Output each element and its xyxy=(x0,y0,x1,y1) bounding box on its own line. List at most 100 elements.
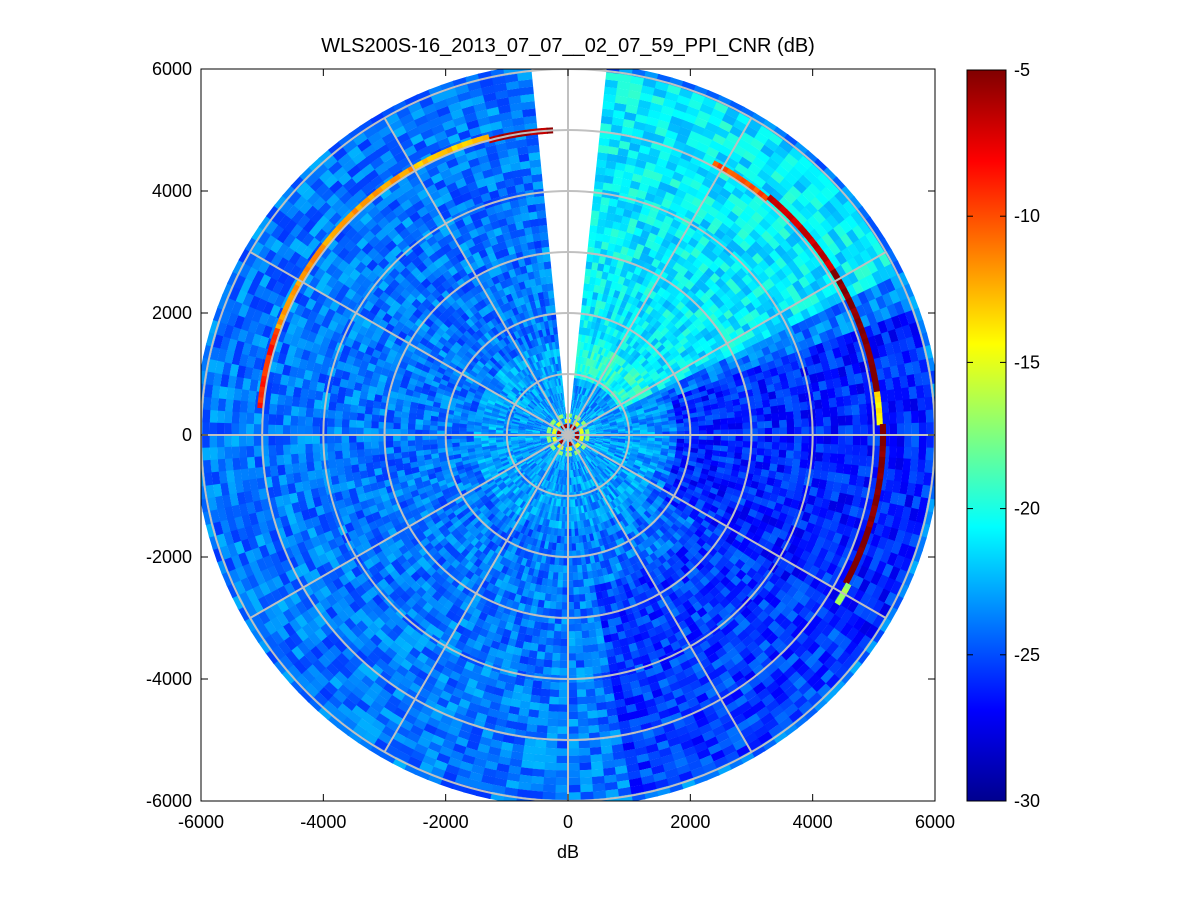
cnr-cell xyxy=(859,235,874,252)
cnr-cell xyxy=(627,149,641,160)
cnr-cell xyxy=(597,144,611,154)
cnr-cell xyxy=(622,317,631,327)
cnr-cell xyxy=(582,404,589,412)
cnr-cell xyxy=(574,392,578,401)
cnr-cell xyxy=(761,399,771,409)
cnr-cell xyxy=(611,532,619,542)
cnr-cell xyxy=(814,322,827,336)
cnr-cell xyxy=(621,370,629,379)
cnr-cell xyxy=(654,425,663,430)
cnr-cell xyxy=(583,474,589,482)
cnr-cell xyxy=(596,409,604,416)
cnr-cell xyxy=(716,94,734,108)
cnr-cell xyxy=(644,296,654,307)
cnr-cell xyxy=(622,118,637,129)
cnr-cell xyxy=(618,140,632,151)
cnr-cell xyxy=(652,558,663,569)
cnr-cell xyxy=(819,470,829,482)
cnr-cell xyxy=(684,503,695,513)
cnr-cell xyxy=(836,453,846,466)
cnr-cell xyxy=(595,430,604,433)
cnr-cell xyxy=(651,387,660,395)
cnr-cell xyxy=(822,340,833,354)
cnr-cell xyxy=(614,452,623,457)
cnr-cell xyxy=(573,407,576,416)
cnr-cell xyxy=(669,435,677,440)
cnr-cell xyxy=(884,377,895,393)
cnr-cell xyxy=(615,88,631,98)
cnr-cell xyxy=(586,422,594,427)
cnr-cell xyxy=(590,269,598,278)
cnr-cell xyxy=(725,457,735,465)
cnr-cell xyxy=(596,454,604,461)
cnr-cell xyxy=(720,744,737,758)
cnr-cell xyxy=(640,558,650,568)
cnr-cell xyxy=(555,726,568,735)
cnr-cell xyxy=(688,703,703,716)
cnr-cell xyxy=(602,528,609,538)
cnr-cell xyxy=(683,492,693,501)
cnr-cell xyxy=(598,490,605,499)
cnr-cell xyxy=(824,480,835,493)
cnr-cell xyxy=(606,212,617,222)
cnr-cell xyxy=(640,540,650,550)
cnr-cell xyxy=(801,435,810,445)
cnr-cell xyxy=(697,754,714,768)
cnr-cell xyxy=(767,470,777,480)
cnr-cell xyxy=(901,350,912,366)
cnr-cell xyxy=(880,401,890,415)
cnr-cell xyxy=(896,423,905,437)
cnr-cell xyxy=(792,368,803,380)
cnr-cell xyxy=(592,501,598,510)
cnr-cell xyxy=(602,442,611,446)
cnr-cell xyxy=(771,412,780,422)
cnr-cell xyxy=(596,387,603,395)
cnr-cell xyxy=(712,413,721,421)
cnr-cell xyxy=(629,412,638,418)
cnr-cell xyxy=(895,286,908,303)
cnr-cell xyxy=(815,488,826,500)
cnr-cell xyxy=(625,463,633,470)
cnr-cell xyxy=(779,419,788,429)
cnr-cell xyxy=(609,343,617,353)
cnr-cell xyxy=(591,415,599,421)
cnr-cell xyxy=(823,425,832,437)
cnr-cell xyxy=(608,510,616,519)
cnr-cell xyxy=(817,479,828,491)
cnr-cell xyxy=(621,360,630,369)
cnr-cell xyxy=(871,270,885,287)
cnr-cell xyxy=(599,498,606,507)
cnr-cell xyxy=(588,400,595,408)
cnr-cell xyxy=(818,331,830,345)
cnr-cell xyxy=(628,82,645,93)
cnr-cell xyxy=(652,540,662,550)
cnr-cell xyxy=(857,291,870,307)
cnr-cell xyxy=(645,470,655,477)
cnr-cell xyxy=(617,428,626,432)
cnr-cell xyxy=(882,577,896,594)
cnr-cell xyxy=(906,374,917,390)
cnr-cell xyxy=(631,128,646,139)
cnr-cell xyxy=(778,487,788,499)
cnr-cell xyxy=(574,400,578,409)
cnr-cell xyxy=(610,440,618,444)
cnr-cell xyxy=(579,363,584,372)
cnr-cell xyxy=(656,119,672,131)
cnr-cell xyxy=(605,494,613,503)
cnr-cell xyxy=(678,500,688,509)
cnr-cell xyxy=(587,442,595,446)
cnr-cell xyxy=(619,483,628,491)
cnr-cell xyxy=(801,347,812,360)
cnr-cell xyxy=(780,480,790,491)
cnr-cell xyxy=(889,435,898,449)
cnr-cell xyxy=(604,503,612,512)
cnr-cell xyxy=(660,542,671,553)
cnr-cell xyxy=(583,457,589,465)
cnr-cell xyxy=(580,379,585,387)
cnr-cell xyxy=(624,302,633,312)
cnr-cell xyxy=(598,137,612,147)
cnr-cell xyxy=(719,450,728,459)
cnr-cell xyxy=(616,495,624,504)
cnr-cell xyxy=(594,476,601,484)
cnr-cell xyxy=(719,445,728,453)
